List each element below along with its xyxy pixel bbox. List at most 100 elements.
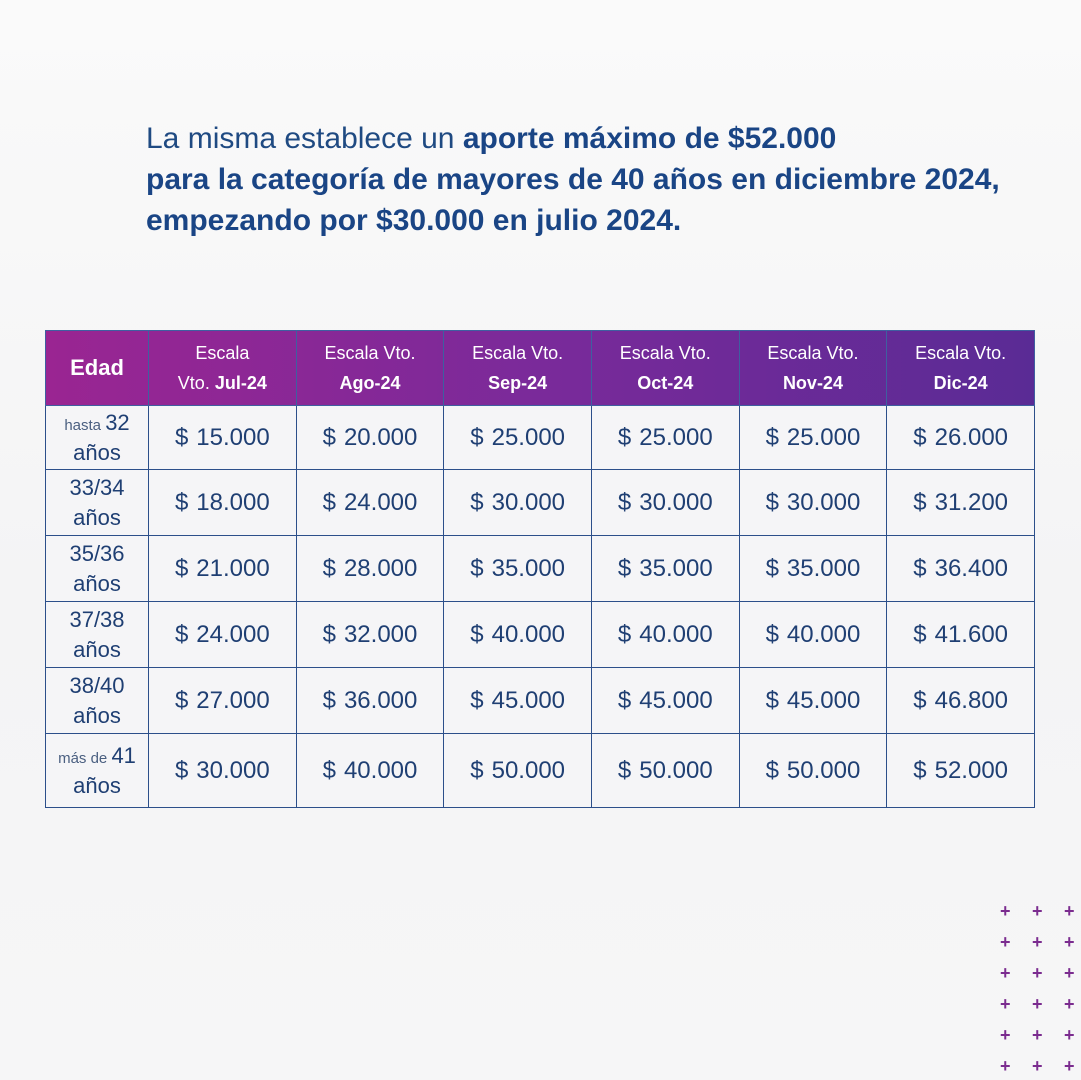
value-cell: $24.000 [295, 469, 445, 536]
currency-symbol: $ [765, 554, 779, 582]
table-body: hasta 32 años $15.000 $20.000 $25.000 $25.000… [45, 405, 1035, 808]
table-row: 38/40 años $27.000 $36.000 $45.000 $45.000 $45… [45, 667, 1035, 734]
value-cell: $40.000 [738, 601, 888, 668]
currency-symbol: $ [617, 554, 632, 582]
plus-icon: + [1000, 963, 1011, 983]
plus-icon: + [1032, 932, 1043, 952]
plus-icon: + [1064, 963, 1075, 983]
value-cell: $21.000 [148, 535, 297, 602]
amount: 36.000 [343, 686, 418, 714]
currency-symbol: $ [322, 488, 336, 516]
amount: 45.000 [786, 686, 861, 714]
plus-icon: + [1064, 1056, 1075, 1076]
table-row: más de 41 años $30.000 $40.000 $50.000 $50.00… [45, 733, 1035, 808]
amount: 41.600 [934, 620, 1009, 648]
contribution-table-wrap: Edad Escala Vto. Jul-24 Escala Vto. Ago-24… [45, 330, 1035, 808]
age-cell: más de 41 años [45, 733, 149, 808]
amount: 46.800 [934, 686, 1009, 714]
table-row: 33/34 años $18.000 $24.000 $30.000 $30.000 $30… [45, 469, 1035, 536]
amount: 18.000 [196, 488, 270, 516]
amount: 45.000 [639, 686, 713, 714]
currency-symbol: $ [913, 620, 927, 648]
amount: 50.000 [491, 756, 566, 784]
currency-symbol: $ [174, 620, 189, 648]
value-cell: $18.000 [148, 469, 297, 536]
amount: 30.000 [196, 756, 270, 784]
header-oct-24: Escala Vto. Oct-24 [590, 330, 740, 406]
amount: 40.000 [343, 756, 418, 784]
currency-symbol: $ [765, 756, 779, 784]
value-cell: $30.000 [148, 733, 297, 808]
amount: 30.000 [639, 488, 713, 516]
amount: 25.000 [639, 423, 713, 451]
contribution-table: Edad Escala Vto. Jul-24 Escala Vto. Ago-24… [45, 330, 1035, 808]
header-ago-24: Escala Vto. Ago-24 [295, 330, 445, 406]
table-row: hasta 32 años $15.000 $20.000 $25.000 $25.000… [45, 405, 1035, 470]
currency-symbol: $ [913, 423, 927, 451]
age-cell: 33/34 años [45, 469, 149, 536]
value-cell: $50.000 [443, 733, 592, 808]
value-cell: $25.000 [590, 405, 740, 470]
amount: 15.000 [196, 423, 270, 451]
value-cell: $30.000 [738, 469, 888, 536]
decorative-plus-pattern: + + + + + + + + + + + + + + + + + + [996, 900, 1081, 1080]
currency-symbol: $ [470, 554, 484, 582]
plus-icon: + [1064, 994, 1075, 1014]
amount: 35.000 [491, 554, 566, 582]
plus-icon: + [1032, 901, 1043, 921]
plus-icon: + [1032, 1025, 1043, 1045]
currency-symbol: $ [174, 423, 189, 451]
currency-symbol: $ [765, 686, 779, 714]
amount: 35.000 [639, 554, 713, 582]
value-cell: $26.000 [886, 405, 1035, 470]
amount: 27.000 [196, 686, 270, 714]
intro-bold-2: para la categoría de mayores de 40 años … [146, 163, 1000, 237]
value-cell: $25.000 [738, 405, 888, 470]
value-cell: $20.000 [295, 405, 445, 470]
plus-icon: + [1000, 901, 1011, 921]
currency-symbol: $ [322, 686, 336, 714]
intro-bold-1: aporte máximo de $52.000 [462, 122, 837, 155]
value-cell: $35.000 [590, 535, 740, 602]
table-row: 37/38 años $24.000 $32.000 $40.000 $40.000 $40… [45, 601, 1035, 668]
plus-icon: + [1064, 932, 1075, 952]
value-cell: $40.000 [295, 733, 445, 808]
plus-icon: + [1032, 1056, 1043, 1076]
value-cell: $45.000 [738, 667, 888, 734]
currency-symbol: $ [765, 620, 779, 648]
amount: 31.200 [934, 488, 1009, 516]
value-cell: $45.000 [590, 667, 740, 734]
currency-symbol: $ [765, 423, 779, 451]
value-cell: $40.000 [443, 601, 592, 668]
amount: 40.000 [491, 620, 566, 648]
value-cell: $46.800 [886, 667, 1035, 734]
age-cell: 35/36 años [45, 535, 149, 602]
currency-symbol: $ [470, 686, 484, 714]
amount: 40.000 [786, 620, 861, 648]
currency-symbol: $ [913, 554, 927, 582]
currency-symbol: $ [322, 620, 336, 648]
plus-icon: + [1064, 1025, 1075, 1045]
amount: 26.000 [934, 423, 1009, 451]
value-cell: $36.400 [886, 535, 1035, 602]
value-cell: $50.000 [590, 733, 740, 808]
value-cell: $28.000 [295, 535, 445, 602]
amount: 50.000 [786, 756, 861, 784]
value-cell: $35.000 [443, 535, 592, 602]
currency-symbol: $ [617, 620, 632, 648]
currency-symbol: $ [913, 686, 927, 714]
amount: 24.000 [196, 620, 270, 648]
value-cell: $35.000 [738, 535, 888, 602]
value-cell: $15.000 [148, 405, 297, 470]
age-cell: 37/38 años [45, 601, 149, 668]
amount: 30.000 [786, 488, 861, 516]
plus-icon: + [1000, 1056, 1011, 1076]
age-cell: hasta 32 años [45, 405, 149, 470]
table-row: 35/36 años $21.000 $28.000 $35.000 $35.000 $35… [45, 535, 1035, 602]
amount: 35.000 [786, 554, 861, 582]
value-cell: $24.000 [148, 601, 297, 668]
currency-symbol: $ [617, 686, 632, 714]
currency-symbol: $ [913, 756, 927, 784]
currency-symbol: $ [765, 488, 779, 516]
value-cell: $30.000 [590, 469, 740, 536]
